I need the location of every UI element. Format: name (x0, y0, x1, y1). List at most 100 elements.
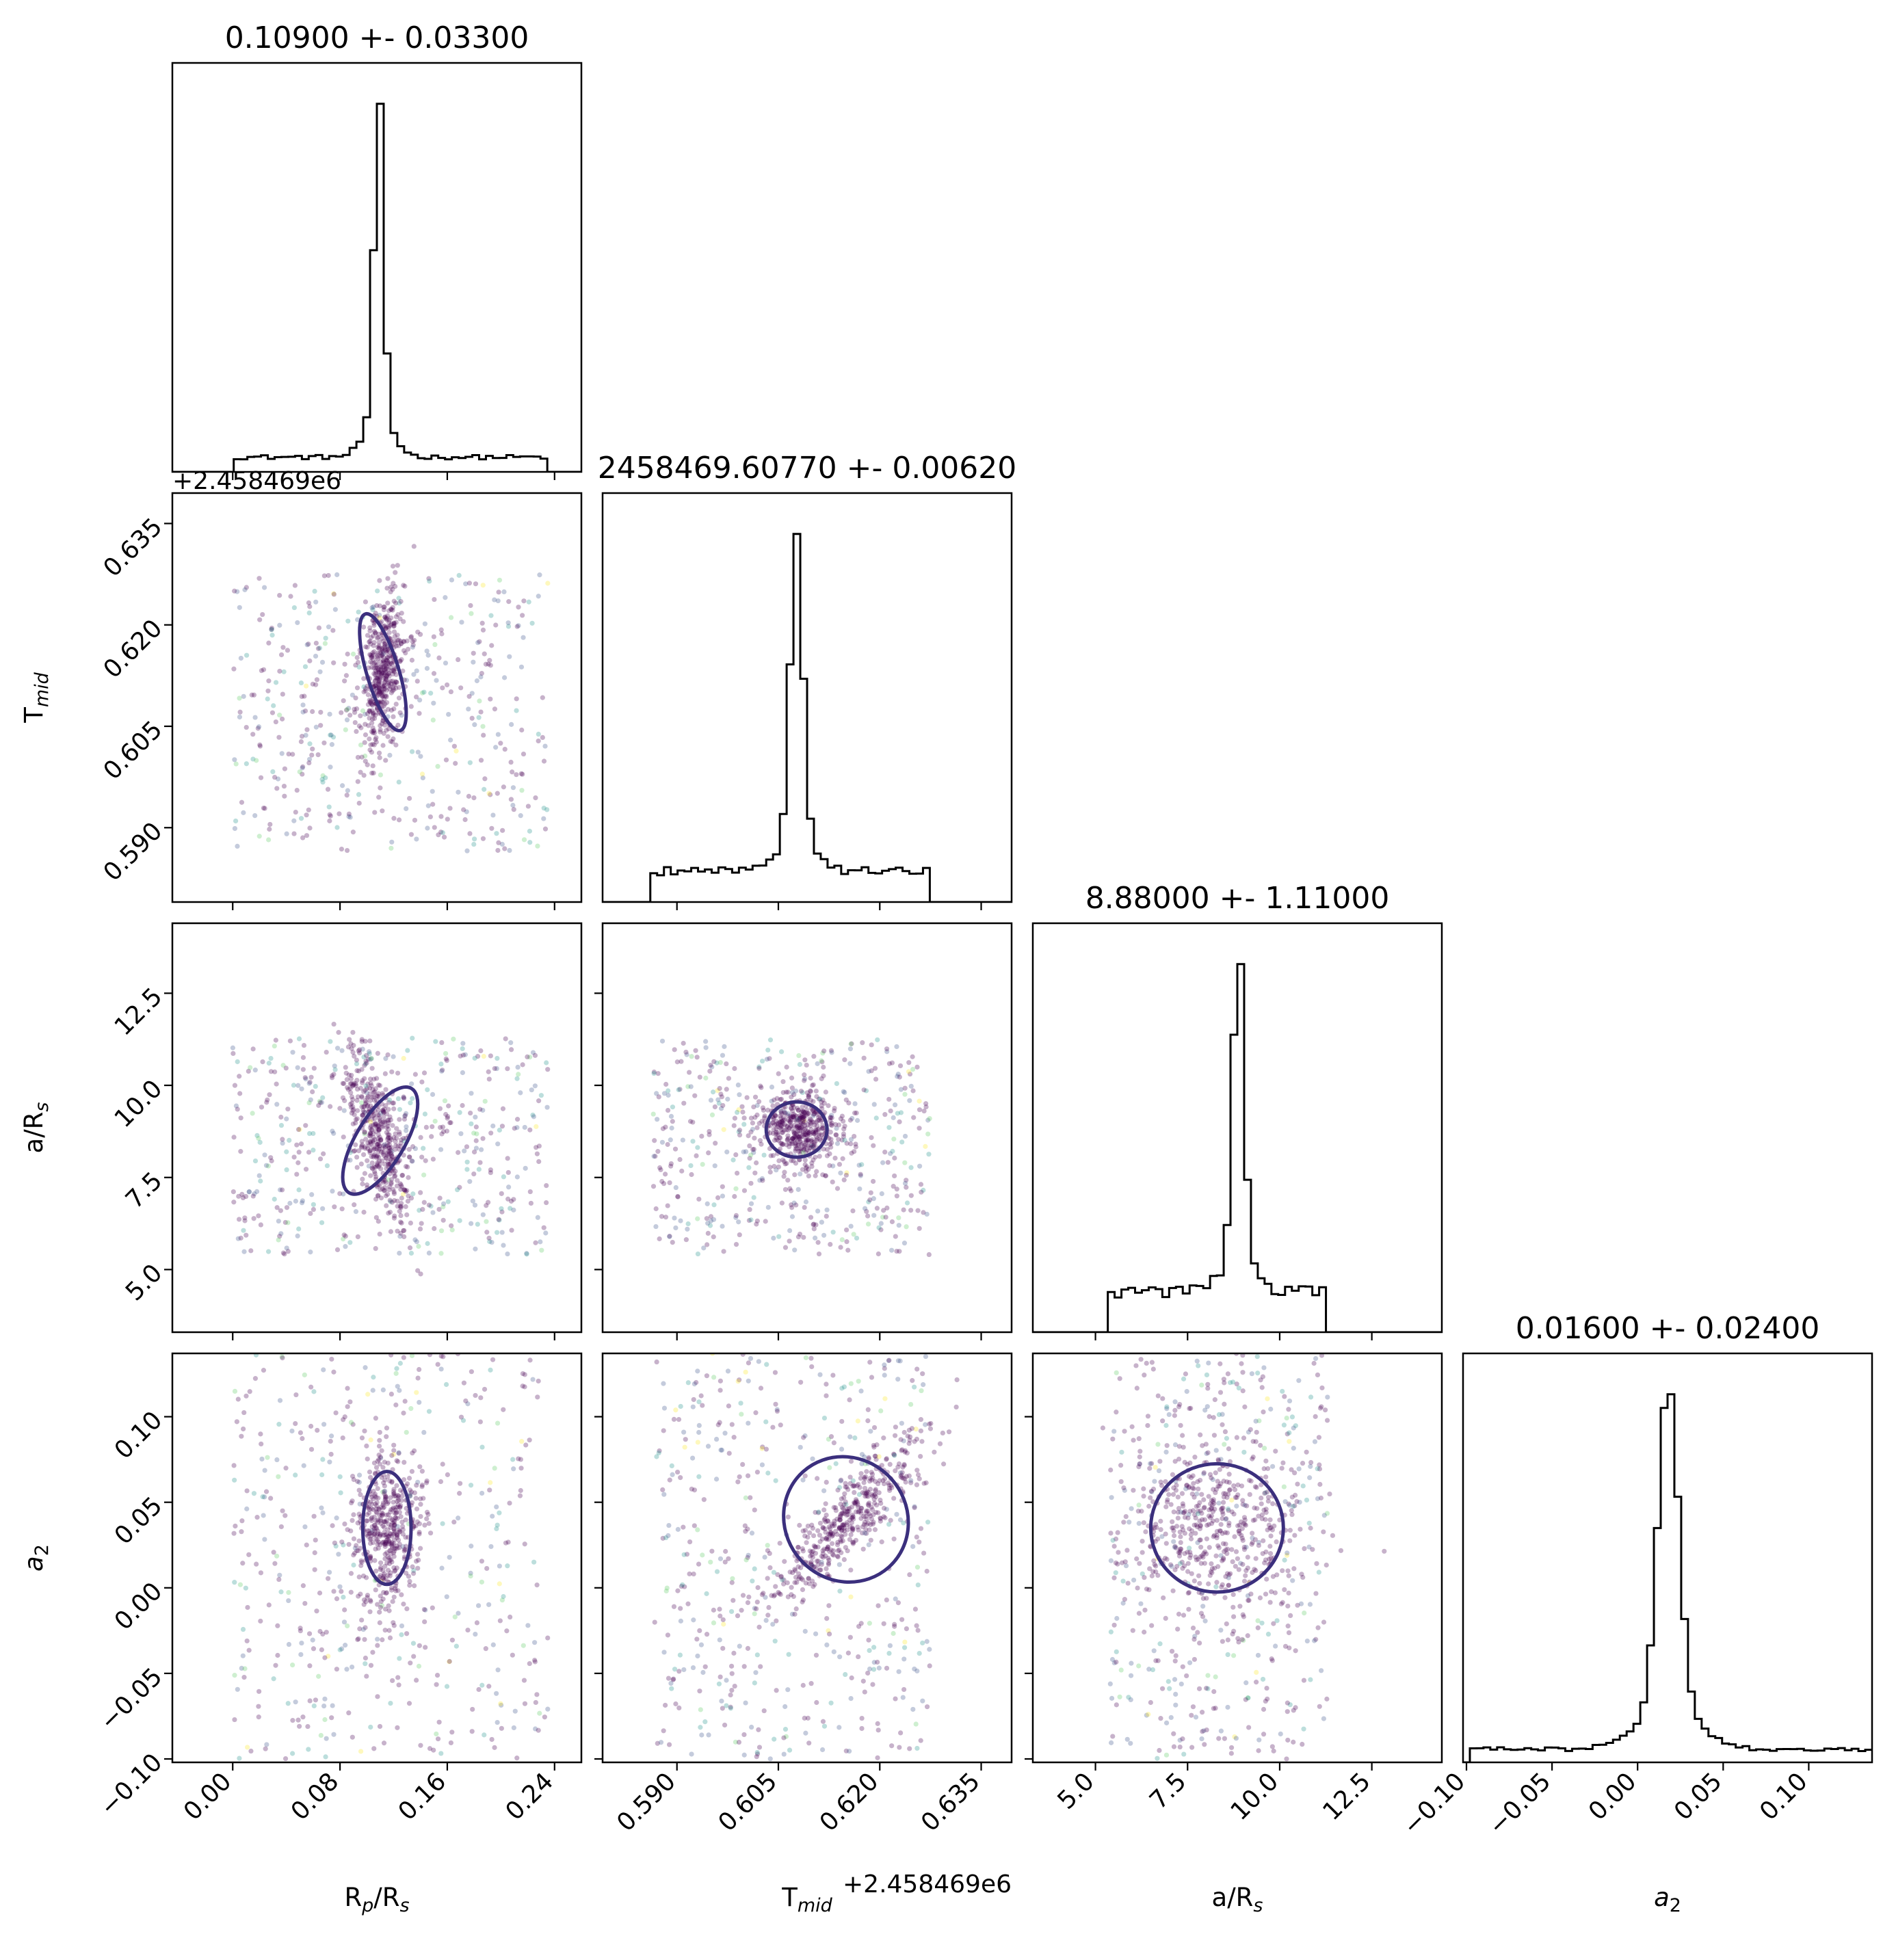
sample-point (800, 1528, 806, 1534)
sample-point (386, 1187, 392, 1193)
sample-point (787, 1119, 792, 1124)
sample-point (1242, 1404, 1248, 1409)
sample-point (847, 1434, 853, 1440)
sample-point (262, 1537, 267, 1542)
sample-point (350, 1104, 356, 1110)
sample-point (1148, 1488, 1154, 1494)
sample-point (1178, 1534, 1183, 1539)
sample-point (324, 1736, 329, 1741)
sample-point (1189, 1492, 1195, 1497)
sample-point (759, 1176, 765, 1181)
sample-point (383, 657, 389, 663)
y-tick-label: 0.635 (98, 513, 168, 583)
sample-point (467, 831, 473, 836)
sample-point (910, 1054, 915, 1059)
sample-point (537, 1710, 542, 1716)
sample-point (356, 609, 361, 615)
sample-point (356, 800, 362, 806)
sample-point (798, 1088, 804, 1094)
sample-point (460, 1046, 465, 1052)
sample-point (464, 809, 469, 815)
sample-point (293, 809, 298, 815)
sample-point (765, 1047, 771, 1053)
sample-point (841, 1506, 846, 1511)
sample-point (799, 1141, 804, 1148)
sample-point (735, 1109, 740, 1115)
sample-point (315, 646, 321, 651)
sample-point (533, 1726, 538, 1732)
sample-point (661, 1728, 666, 1734)
sample-point (364, 1673, 369, 1679)
sample-point (391, 1546, 397, 1552)
sample-point (854, 1117, 860, 1123)
sample-point (819, 1059, 825, 1065)
sample-point (792, 1580, 798, 1585)
sample-point (457, 1491, 462, 1496)
sample-point (372, 1522, 378, 1528)
sample-point (814, 1136, 820, 1141)
sample-point (376, 1193, 381, 1198)
sample-point (393, 1515, 398, 1520)
sample-point (385, 1140, 391, 1145)
sample-point (822, 1516, 828, 1522)
sample-point (823, 1173, 828, 1178)
sample-point (1215, 1543, 1221, 1548)
sample-point (478, 1147, 484, 1152)
sample-point (806, 1148, 812, 1154)
sample-point (391, 1528, 397, 1534)
sample-point (369, 1117, 375, 1122)
sample-point (453, 760, 458, 766)
sample-point (844, 1509, 850, 1514)
sample-point (542, 743, 548, 749)
sample-point (341, 1108, 347, 1113)
sample-point (787, 1747, 793, 1753)
sample-point (1257, 1595, 1263, 1601)
sample-point (391, 1505, 396, 1511)
sample-point (671, 1416, 677, 1422)
sample-point (306, 756, 313, 762)
sample-point (866, 1455, 871, 1460)
sample-point (381, 687, 387, 692)
sample-point (383, 1087, 389, 1092)
sample-point (1243, 1544, 1249, 1550)
sample-point (391, 668, 396, 674)
sample-point (329, 1075, 335, 1081)
sample-point (389, 1533, 395, 1539)
sample-point (699, 1732, 705, 1738)
sample-point (320, 1206, 326, 1211)
sample-point (395, 1537, 401, 1543)
sample-point (368, 641, 373, 647)
sample-point (690, 1120, 696, 1125)
sample-point (341, 1594, 346, 1600)
sample-point (839, 1525, 844, 1531)
sample-point (386, 1145, 393, 1151)
sample-point (838, 1478, 843, 1484)
sample-point (780, 1119, 785, 1124)
sample-point (1193, 1531, 1198, 1536)
sample-point (1226, 1520, 1232, 1526)
sample-point (886, 1650, 892, 1656)
sample-point (274, 1102, 280, 1107)
sample-point (382, 1524, 387, 1530)
sample-point (382, 1119, 388, 1124)
sample-point (802, 1533, 808, 1539)
sample-point (1315, 1372, 1321, 1378)
sample-point (415, 629, 421, 635)
sample-point (791, 1114, 797, 1120)
sample-point (368, 742, 373, 747)
sample-point (235, 1107, 240, 1112)
sample-point (509, 721, 514, 727)
sample-point (694, 1637, 700, 1642)
sample-point (1267, 1525, 1273, 1531)
sample-point (371, 1131, 376, 1137)
sample-point (369, 720, 375, 726)
sample-point (675, 1588, 681, 1593)
sample-point (728, 1663, 735, 1669)
sample-point (484, 1203, 489, 1208)
sample-point (444, 1058, 449, 1063)
sample-point (367, 1150, 373, 1156)
sample-point (381, 1114, 386, 1120)
sample-point (445, 817, 450, 822)
sample-point (384, 1425, 390, 1431)
sample-point (908, 1083, 914, 1089)
